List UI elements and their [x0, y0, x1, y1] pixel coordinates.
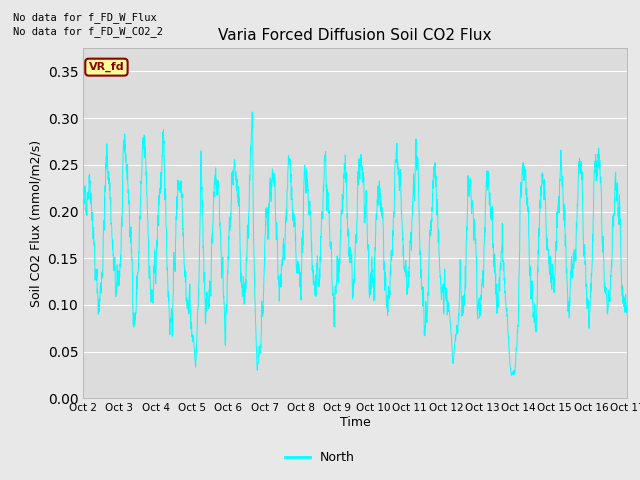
X-axis label: Time: Time	[340, 416, 371, 429]
Text: No data for f_FD_W_CO2_2: No data for f_FD_W_CO2_2	[13, 26, 163, 37]
Y-axis label: Soil CO2 Flux (mmol/m2/s): Soil CO2 Flux (mmol/m2/s)	[29, 140, 42, 307]
Legend: North: North	[280, 446, 360, 469]
Text: VR_fd: VR_fd	[88, 62, 124, 72]
Text: No data for f_FD_W_Flux: No data for f_FD_W_Flux	[13, 12, 157, 23]
Title: Varia Forced Diffusion Soil CO2 Flux: Varia Forced Diffusion Soil CO2 Flux	[218, 28, 492, 43]
